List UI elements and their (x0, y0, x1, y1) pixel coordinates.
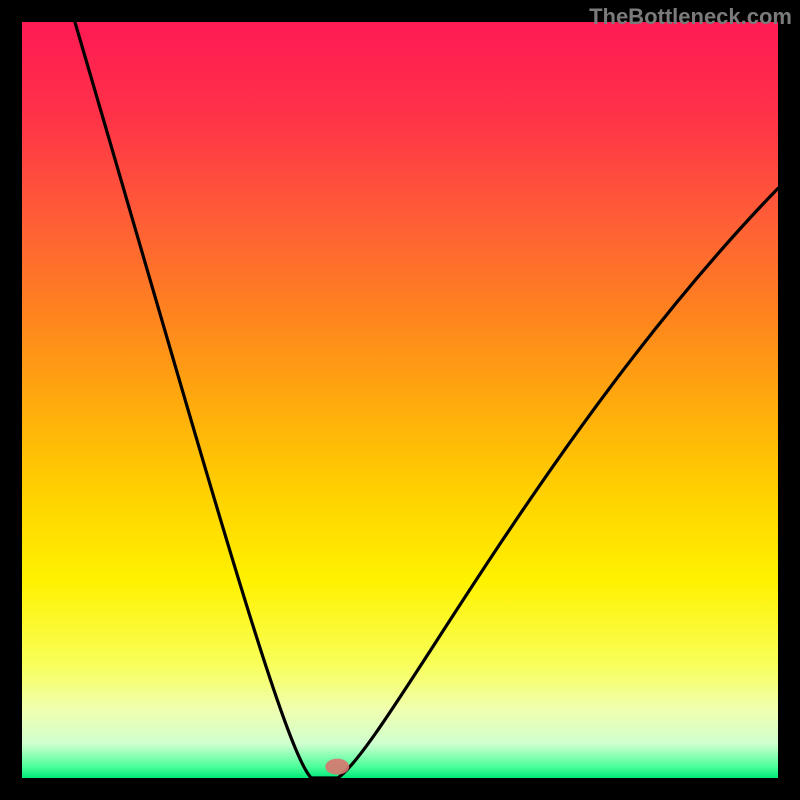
chart-container: TheBottleneck.com (0, 0, 800, 800)
gradient-background (22, 22, 778, 778)
bottleneck-chart (0, 0, 800, 800)
watermark-text: TheBottleneck.com (589, 4, 792, 30)
optimal-point-marker (325, 759, 349, 775)
